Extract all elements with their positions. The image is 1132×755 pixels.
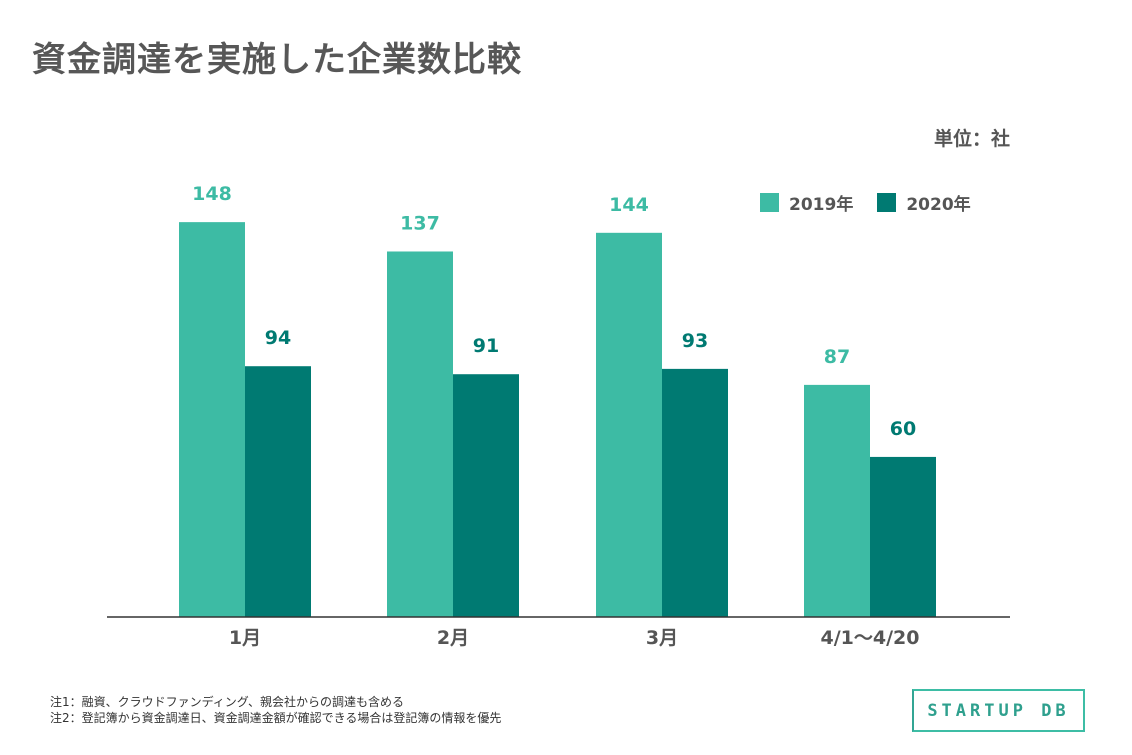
logo-text: STARTUP DB — [927, 700, 1070, 721]
x-tick-label-2: 2月 — [437, 627, 469, 649]
data-label-2020-4: 60 — [890, 418, 916, 440]
x-tick-label-1: 1月 — [229, 627, 261, 649]
legend-label-2020: 2020年 — [906, 195, 971, 215]
footnote-1: 注1：融資、クラウドファンディング、親会社からの調達も含める — [50, 695, 404, 709]
data-label-2019-2: 137 — [400, 212, 440, 234]
startup-db-logo: STARTUP DB — [912, 689, 1085, 732]
bar-2020-3 — [662, 368, 728, 617]
bar-2019-3 — [596, 232, 662, 618]
data-label-2020-3: 93 — [682, 330, 708, 352]
x-tick-label-3: 3月 — [646, 627, 678, 649]
bar-2020-2 — [453, 374, 519, 617]
x-tick-label-4: 4/1〜4/20 — [821, 627, 920, 649]
data-label-2019-1: 148 — [192, 183, 232, 205]
bar-2020-4 — [870, 456, 936, 617]
legend-label-2019: 2019年 — [789, 195, 854, 215]
bar-2019-1 — [179, 222, 245, 618]
data-label-2019-3: 144 — [609, 194, 649, 216]
bar-2020-1 — [245, 366, 311, 617]
legend: 2019年 2020年 — [760, 190, 971, 215]
footnotes: 注1：融資、クラウドファンディング、親会社からの調達も含める 注2：登記簿から資… — [50, 694, 501, 726]
unit-label: 単位：社 — [933, 128, 1010, 150]
legend-item-2020: 2020年 — [877, 190, 971, 215]
data-label-2020-2: 91 — [473, 335, 499, 357]
legend-swatch-2019 — [760, 193, 779, 212]
chart-title: 資金調達を実施した企業数比較 — [32, 40, 522, 80]
legend-item-2019: 2019年 — [760, 190, 853, 215]
bar-2019-2 — [387, 251, 453, 617]
data-label-2020-1: 94 — [265, 327, 291, 349]
legend-swatch-2020 — [877, 193, 897, 212]
bar-2019-4 — [804, 384, 870, 617]
footnote-2: 注2：登記簿から資金調達日、資金調達金額が確認できる場合は登記簿の情報を優先 — [50, 711, 502, 725]
data-label-2019-4: 87 — [824, 346, 850, 368]
